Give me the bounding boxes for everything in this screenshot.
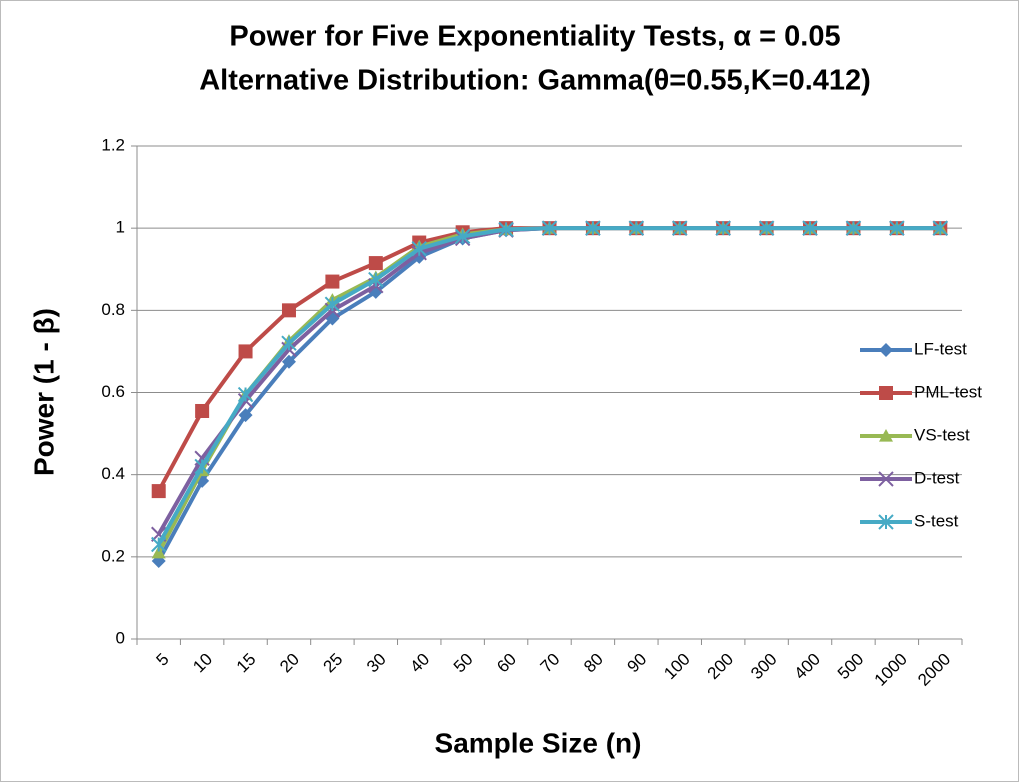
- y-axis-title: Power (1 - β): [28, 308, 59, 476]
- marker: [238, 344, 253, 359]
- legend-label: D-test: [914, 468, 960, 487]
- marker: [151, 484, 166, 499]
- marker: [237, 386, 254, 403]
- marker: [498, 221, 514, 238]
- marker: [889, 220, 905, 236]
- marker: [281, 335, 297, 351]
- marker: [325, 274, 340, 289]
- marker: [324, 296, 341, 312]
- y-tick-label: 0: [116, 628, 125, 647]
- marker: [238, 408, 253, 423]
- y-tick-label: 1.2: [101, 135, 125, 154]
- marker: [802, 220, 818, 236]
- marker: [879, 429, 893, 442]
- y-tick-label: 0.4: [101, 464, 125, 483]
- chart-title: Power for Five Exponentiality Tests, α =…: [229, 21, 840, 53]
- legend-label: S-test: [914, 511, 959, 530]
- marker: [454, 228, 471, 245]
- marker: [195, 403, 210, 418]
- chart-subtitle: Alternative Distribution: Gamma(θ=0.55,K…: [199, 65, 871, 97]
- marker: [585, 220, 601, 236]
- marker: [151, 545, 166, 559]
- marker: [411, 241, 427, 257]
- marker: [758, 220, 775, 236]
- marker: [879, 343, 893, 357]
- marker: [368, 256, 383, 271]
- marker: [281, 303, 296, 318]
- legend-label: PML-test: [914, 382, 982, 401]
- marker: [845, 220, 862, 236]
- marker: [878, 514, 894, 530]
- marker: [932, 220, 948, 236]
- marker: [878, 471, 894, 487]
- y-tick-label: 0.2: [101, 546, 125, 565]
- marker: [672, 220, 688, 236]
- y-tick-label: 0.6: [101, 382, 125, 401]
- marker: [715, 220, 731, 236]
- legend-label: LF-test: [914, 339, 967, 358]
- series: [151, 220, 948, 553]
- marker: [879, 386, 893, 400]
- marker: [368, 271, 384, 288]
- marker: [151, 536, 167, 553]
- marker: [628, 220, 645, 236]
- marker: [281, 354, 296, 369]
- x-axis-title: Sample Size (n): [435, 727, 642, 758]
- marker: [541, 220, 558, 236]
- marker: [194, 458, 210, 475]
- y-tick-label: 0.8: [101, 300, 125, 319]
- y-tick-label: 1: [116, 218, 125, 237]
- legend-label: VS-test: [914, 425, 970, 444]
